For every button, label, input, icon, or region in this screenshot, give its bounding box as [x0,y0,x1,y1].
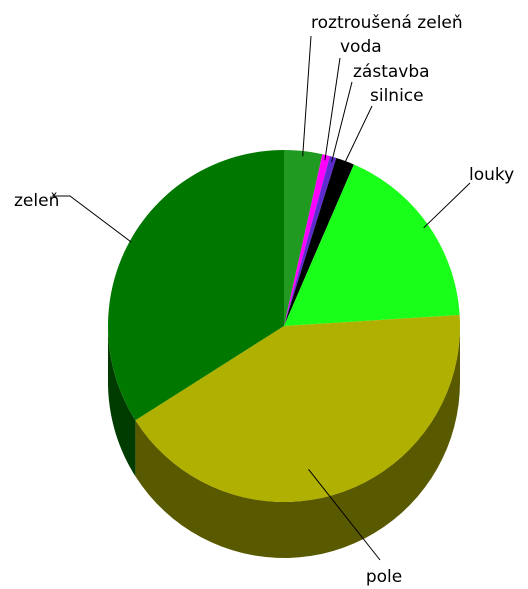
leader-line-pole [308,468,381,561]
leader-line-layer [52,35,471,561]
label-layer: roztroušená zeleň voda zástavba silnice louk… [14,13,514,587]
slice-label-pole: pole [366,567,402,587]
slice-label-silnice: silnice [370,86,424,106]
pie-slice-roztroušená-zeleň [284,150,323,326]
pie-side-layer [108,326,460,558]
slice-label-zeleň: zeleň [14,191,59,211]
leader-line-zeleň [52,195,132,243]
pie-top-layer [108,150,460,502]
leader-line-louky [423,182,471,229]
pie-slice-silnice [284,157,354,326]
pie-slice-zástavba [284,156,337,326]
pie-slice-louky [284,164,460,326]
leader-line-roztroušená-zeleň [302,35,312,157]
slice-label-zástavba: zástavba [353,62,430,82]
pie-slice-voda [284,154,330,326]
leader-line-silnice [342,105,373,167]
pie-slice-zeleň [108,150,285,421]
leader-line-zástavba [331,81,353,163]
slice-label-voda: voda [340,37,382,57]
pie-side-zeleň [108,326,136,477]
slice-label-roztroušená-zeleň: roztroušená zeleň [311,13,463,33]
pie-side-pole [135,326,460,558]
leader-line-voda [324,57,341,161]
pie-slice-pole [135,314,460,502]
slice-label-louky: louky [469,165,514,185]
